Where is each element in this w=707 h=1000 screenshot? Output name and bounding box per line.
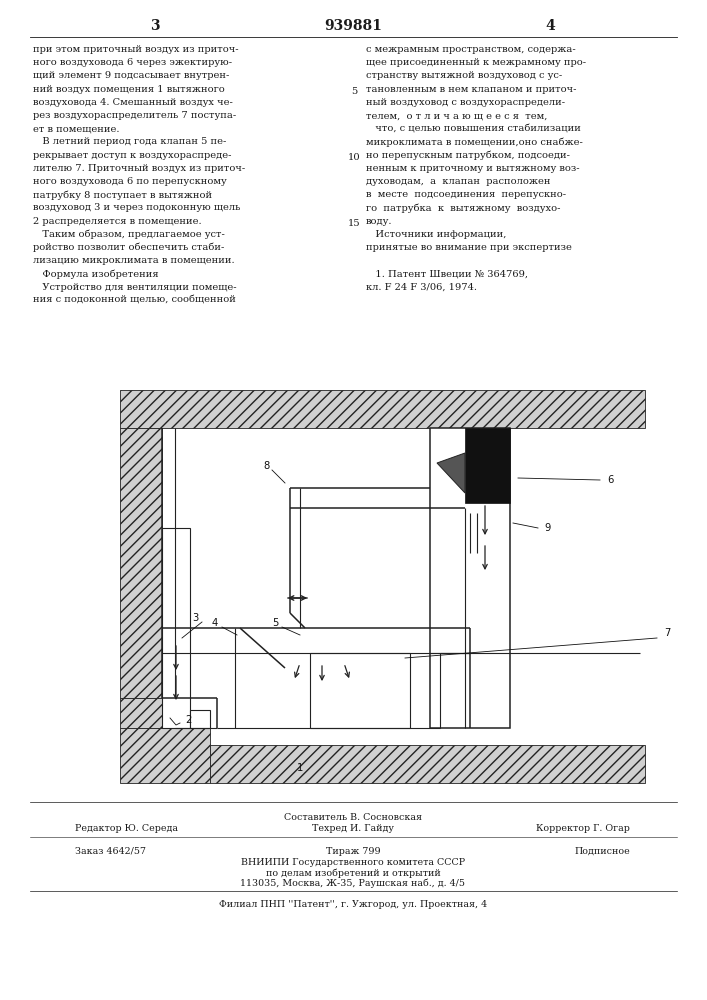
Text: телем,  о т л и ч а ю щ е е с я  тем,: телем, о т л и ч а ю щ е е с я тем, bbox=[366, 111, 547, 120]
Text: странству вытяжной воздуховод с ус-: странству вытяжной воздуховод с ус- bbox=[366, 71, 562, 80]
Text: 15: 15 bbox=[348, 219, 361, 228]
Text: В летний период года клапан 5 пе-: В летний период года клапан 5 пе- bbox=[33, 137, 226, 146]
Text: 3: 3 bbox=[192, 613, 198, 623]
Text: 4: 4 bbox=[545, 19, 555, 33]
Text: Устройство для вентиляции помеще-: Устройство для вентиляции помеще- bbox=[33, 283, 237, 292]
Bar bbox=[120, 698, 175, 728]
Text: патрубку 8 поступает в вытяжной: патрубку 8 поступает в вытяжной bbox=[33, 190, 212, 200]
Text: духоводам,  а  клапан  расположен: духоводам, а клапан расположен bbox=[366, 177, 551, 186]
Text: Тираж 799: Тираж 799 bbox=[326, 847, 380, 856]
Text: воздуховод 3 и через подоконную щель: воздуховод 3 и через подоконную щель bbox=[33, 203, 240, 212]
Text: 113035, Москва, Ж-35, Раушская наб., д. 4/5: 113035, Москва, Ж-35, Раушская наб., д. … bbox=[240, 878, 465, 888]
Text: 1: 1 bbox=[297, 763, 303, 773]
Text: лителю 7. Приточный воздух из приточ-: лителю 7. Приточный воздух из приточ- bbox=[33, 164, 245, 173]
Text: ного воздуховода 6 через эжектирую-: ного воздуховода 6 через эжектирую- bbox=[33, 58, 232, 67]
Bar bbox=[120, 728, 210, 783]
Bar bbox=[120, 390, 645, 428]
Text: ний воздух помещения 1 вытяжного: ний воздух помещения 1 вытяжного bbox=[33, 85, 225, 94]
Text: что, с целью повышения стабилизации: что, с целью повышения стабилизации bbox=[366, 124, 581, 133]
Text: 2 распределяется в помещение.: 2 распределяется в помещение. bbox=[33, 217, 201, 226]
Text: 5: 5 bbox=[271, 618, 278, 628]
Text: но перепускным патрубком, подсоеди-: но перепускным патрубком, подсоеди- bbox=[366, 151, 570, 160]
Bar bbox=[120, 428, 162, 698]
Text: 1. Патент Швеции № 364769,: 1. Патент Швеции № 364769, bbox=[366, 269, 528, 278]
Text: с межрамным пространством, содержа-: с межрамным пространством, содержа- bbox=[366, 45, 575, 54]
Text: 3: 3 bbox=[150, 19, 160, 33]
Bar bbox=[210, 745, 645, 783]
Bar bbox=[162, 528, 190, 728]
Text: Филиал ПНП ''Патент'', г. Ужгород, ул. Проектная, 4: Филиал ПНП ''Патент'', г. Ужгород, ул. П… bbox=[219, 900, 487, 909]
Text: ния с подоконной щелью, сообщенной: ния с подоконной щелью, сообщенной bbox=[33, 296, 236, 305]
Text: Составитель В. Сосновская: Составитель В. Сосновская bbox=[284, 813, 422, 822]
Text: 8: 8 bbox=[264, 461, 270, 471]
Text: по делам изобретений и открытий: по делам изобретений и открытий bbox=[266, 868, 440, 878]
Text: Источники информации,: Источники информации, bbox=[366, 230, 506, 239]
Text: Заказ 4642/57: Заказ 4642/57 bbox=[75, 847, 146, 856]
Text: 2: 2 bbox=[185, 715, 191, 725]
Text: ройство позволит обеспечить стаби-: ройство позволит обеспечить стаби- bbox=[33, 243, 224, 252]
Text: рез воздухораспределитель 7 поступа-: рез воздухораспределитель 7 поступа- bbox=[33, 111, 236, 120]
Text: микроклимата в помещении,оно снабже-: микроклимата в помещении,оно снабже- bbox=[366, 137, 583, 147]
Bar bbox=[310, 653, 410, 728]
Text: рекрывает доступ к воздухораспреде-: рекрывает доступ к воздухораспреде- bbox=[33, 151, 231, 160]
Text: 939881: 939881 bbox=[324, 19, 382, 33]
Text: Редактор Ю. Середа: Редактор Ю. Середа bbox=[75, 824, 178, 833]
Text: лизацию микроклимата в помещении.: лизацию микроклимата в помещении. bbox=[33, 256, 235, 265]
Text: тановленным в нем клапаном и приточ-: тановленным в нем клапаном и приточ- bbox=[366, 85, 576, 94]
Text: Таким образом, предлагаемое уст-: Таким образом, предлагаемое уст- bbox=[33, 230, 225, 239]
Bar bbox=[430, 428, 510, 728]
Text: щее присоединенный к межрамному про-: щее присоединенный к межрамному про- bbox=[366, 58, 586, 67]
Text: ненным к приточному и вытяжному воз-: ненным к приточному и вытяжному воз- bbox=[366, 164, 580, 173]
Text: ного воздуховода 6 по перепускному: ного воздуховода 6 по перепускному bbox=[33, 177, 227, 186]
Text: Подписное: Подписное bbox=[574, 847, 630, 856]
Text: воду.: воду. bbox=[366, 217, 392, 226]
Bar bbox=[465, 428, 510, 503]
Text: го  патрубка  к  вытяжному  воздухо-: го патрубка к вытяжному воздухо- bbox=[366, 203, 561, 213]
Text: 9: 9 bbox=[545, 523, 551, 533]
Text: Техред И. Гайду: Техред И. Гайду bbox=[312, 824, 394, 833]
Bar bbox=[190, 710, 210, 728]
Text: Формула изобретения: Формула изобретения bbox=[33, 269, 158, 279]
Text: щий элемент 9 подсасывает внутрен-: щий элемент 9 подсасывает внутрен- bbox=[33, 71, 229, 80]
Text: 7: 7 bbox=[664, 628, 670, 638]
Text: в  месте  подсоединения  перепускно-: в месте подсоединения перепускно- bbox=[366, 190, 566, 199]
Text: Корректор Г. Огар: Корректор Г. Огар bbox=[536, 824, 630, 833]
Text: 10: 10 bbox=[348, 153, 361, 162]
Text: 5: 5 bbox=[351, 87, 357, 96]
Polygon shape bbox=[437, 453, 465, 493]
Text: ный воздуховод с воздухораспредели-: ный воздуховод с воздухораспредели- bbox=[366, 98, 565, 107]
Text: принятые во внимание при экспертизе: принятые во внимание при экспертизе bbox=[366, 243, 572, 252]
Text: 6: 6 bbox=[607, 475, 613, 485]
Text: ет в помещение.: ет в помещение. bbox=[33, 124, 119, 133]
Text: воздуховода 4. Смешанный воздух че-: воздуховода 4. Смешанный воздух че- bbox=[33, 98, 233, 107]
Text: кл. F 24 F 3/06, 1974.: кл. F 24 F 3/06, 1974. bbox=[366, 283, 477, 292]
Text: при этом приточный воздух из приточ-: при этом приточный воздух из приточ- bbox=[33, 45, 239, 54]
Text: 4: 4 bbox=[212, 618, 218, 628]
Text: ВНИИПИ Государственного комитета СССР: ВНИИПИ Государственного комитета СССР bbox=[241, 858, 465, 867]
